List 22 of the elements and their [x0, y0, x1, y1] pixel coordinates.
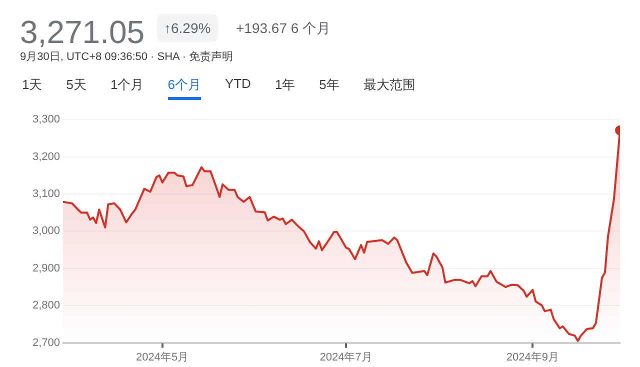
- text: +193.67 6 个月: [236, 19, 331, 38]
- x-tick-label: 2024年5月: [136, 351, 189, 364]
- x-tick-label: 2024年9月: [506, 351, 559, 364]
- x-tick-label: 2024年7月: [320, 351, 372, 364]
- text: ↑6.29%: [157, 14, 218, 42]
- text: 1年: [274, 76, 296, 94]
- chart-title: 3,271.05: [20, 14, 145, 51]
- chart-subtitle: 9月30日, UTC+8 09:36:50 · SHA · 免责声明: [20, 50, 234, 64]
- text: 6个月: [168, 76, 201, 100]
- y-tick-label: 2,900: [32, 262, 60, 274]
- text: 最大范围: [363, 76, 416, 94]
- text: 5年: [319, 76, 340, 94]
- text: 5天: [66, 76, 86, 94]
- y-tick-label: 2,800: [32, 300, 60, 312]
- y-tick-label: 3,200: [32, 150, 60, 163]
- y-tick-label: 3,000: [32, 225, 60, 238]
- y-tick-label: 3,300: [32, 114, 60, 126]
- text: 1个月: [110, 76, 144, 94]
- y-tick-label: 3,100: [32, 188, 60, 200]
- text: 1天: [22, 76, 42, 94]
- text: YTD: [224, 76, 251, 93]
- y-tick-label: 2,700: [32, 336, 60, 349]
